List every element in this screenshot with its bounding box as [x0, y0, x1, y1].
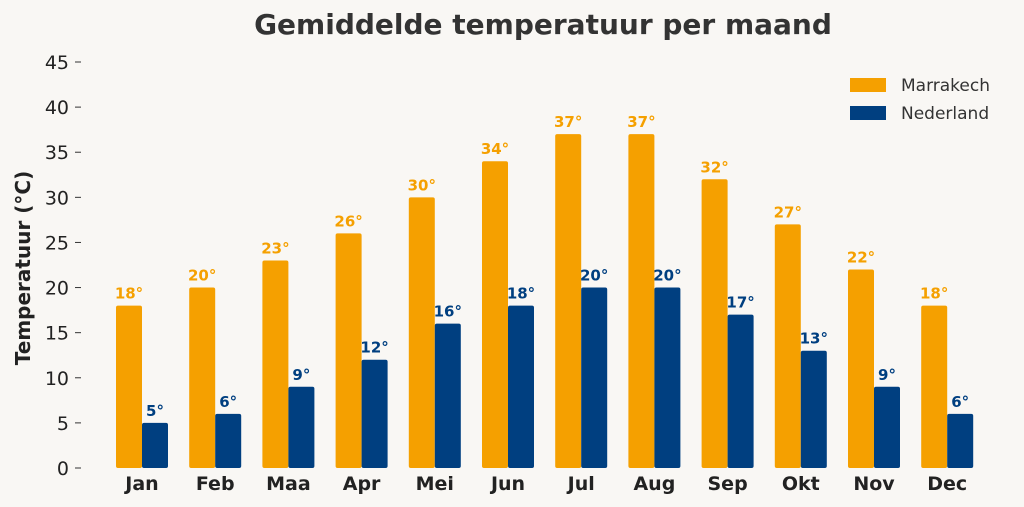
data-label: 30°	[408, 176, 436, 194]
bar-marrakech-jan	[116, 305, 142, 468]
bars	[116, 134, 974, 469]
data-label: 9°	[878, 366, 896, 384]
bar-marrakech-mei	[408, 197, 435, 469]
data-label: 16°	[434, 303, 462, 321]
x-tick-label: Aug	[633, 473, 675, 495]
bar-nederland-jan	[142, 422, 168, 468]
bar-marrakech-okt	[774, 224, 801, 468]
bar-nederland-dec	[947, 413, 974, 468]
data-label: 18°	[507, 285, 535, 303]
data-label: 37°	[627, 113, 655, 131]
bar-marrakech-dec	[921, 305, 948, 468]
bar-marrakech-sep	[701, 179, 728, 469]
x-tick-label: Feb	[196, 473, 235, 495]
bar-nederland-feb	[215, 413, 242, 468]
chart-title: Gemiddelde temperatuur per maand	[254, 8, 832, 41]
x-tick-label: Maa	[266, 473, 311, 495]
y-tick-label: 20	[45, 278, 69, 300]
bar-nederland-jun	[508, 305, 534, 468]
legend: Marrakech Nederland	[850, 76, 990, 124]
y-tick-label: 15	[45, 323, 69, 345]
y-tick-label: 25	[45, 232, 69, 254]
y-tick-label: 5	[57, 413, 69, 435]
x-tick-label: Nov	[853, 473, 895, 495]
data-label: 13°	[800, 330, 828, 348]
x-tick-label: Okt	[782, 473, 820, 495]
data-label: 32°	[700, 158, 728, 176]
x-tick-label: Mei	[416, 473, 454, 495]
x-tick-label: Dec	[927, 473, 967, 495]
x-axis: Jan Feb Maa Apr Mei Jun Jul Aug Sep Okt Nov Dec	[123, 473, 967, 495]
data-label: 6°	[219, 393, 237, 411]
legend-swatch-marrakech	[850, 78, 886, 92]
data-label: 12°	[360, 339, 388, 357]
legend-swatch-nederland	[850, 106, 886, 120]
y-tick-label: 10	[45, 368, 69, 390]
x-tick-label: Jul	[566, 473, 595, 495]
y-tick-label: 45	[45, 52, 69, 74]
data-label: 9°	[292, 366, 310, 384]
data-label: 20°	[580, 267, 608, 285]
bar-nederland-sep	[727, 314, 754, 468]
legend-label-nederland: Nederland	[901, 104, 989, 124]
data-label: 34°	[481, 140, 509, 158]
data-label: 26°	[334, 212, 362, 230]
y-tick-label: 0	[57, 458, 69, 480]
y-axis: 0 5 10 15 20 25 30 35 40 45	[45, 52, 81, 480]
x-tick-label: Sep	[708, 473, 748, 495]
bar-marrakech-apr	[335, 233, 362, 468]
data-label: 5°	[146, 402, 164, 420]
bar-marrakech-feb	[189, 287, 216, 468]
x-tick-label: Jan	[123, 473, 158, 495]
bar-nederland-jul	[581, 287, 608, 468]
data-label: 37°	[554, 113, 582, 131]
bar-marrakech-jul	[555, 134, 582, 468]
data-labels: 18° 20° 23° 26° 30° 34° 37° 37° 32° 27° 22° 18° 5° 6°…	[115, 113, 969, 420]
bar-nederland-nov	[874, 386, 900, 468]
bar-nederland-mei	[434, 323, 461, 468]
bar-marrakech-nov	[848, 269, 874, 468]
data-label: 17°	[726, 294, 754, 312]
bar-nederland-apr	[361, 359, 388, 468]
data-label: 18°	[920, 285, 948, 303]
x-tick-label: Jun	[489, 473, 525, 495]
data-label: 20°	[653, 267, 681, 285]
bar-marrakech-jun	[482, 161, 508, 468]
x-tick-label: Apr	[343, 473, 381, 495]
data-label: 18°	[115, 285, 143, 303]
y-tick-label: 30	[45, 187, 69, 209]
data-label: 23°	[261, 239, 289, 257]
bar-nederland-okt	[800, 350, 827, 468]
y-tick-label: 35	[45, 142, 69, 164]
bar-marrakech-maa	[262, 260, 289, 468]
bar-nederland-aug	[654, 287, 681, 468]
bar-nederland-maa	[288, 386, 315, 468]
y-tick-label: 40	[45, 97, 69, 119]
y-axis-label: Temperatuur (°C)	[11, 171, 35, 365]
data-label: 20°	[188, 267, 216, 285]
bar-marrakech-aug	[628, 134, 655, 468]
data-label: 6°	[951, 393, 969, 411]
legend-label-marrakech: Marrakech	[901, 76, 990, 96]
data-label: 22°	[847, 249, 875, 267]
data-label: 27°	[774, 203, 802, 221]
